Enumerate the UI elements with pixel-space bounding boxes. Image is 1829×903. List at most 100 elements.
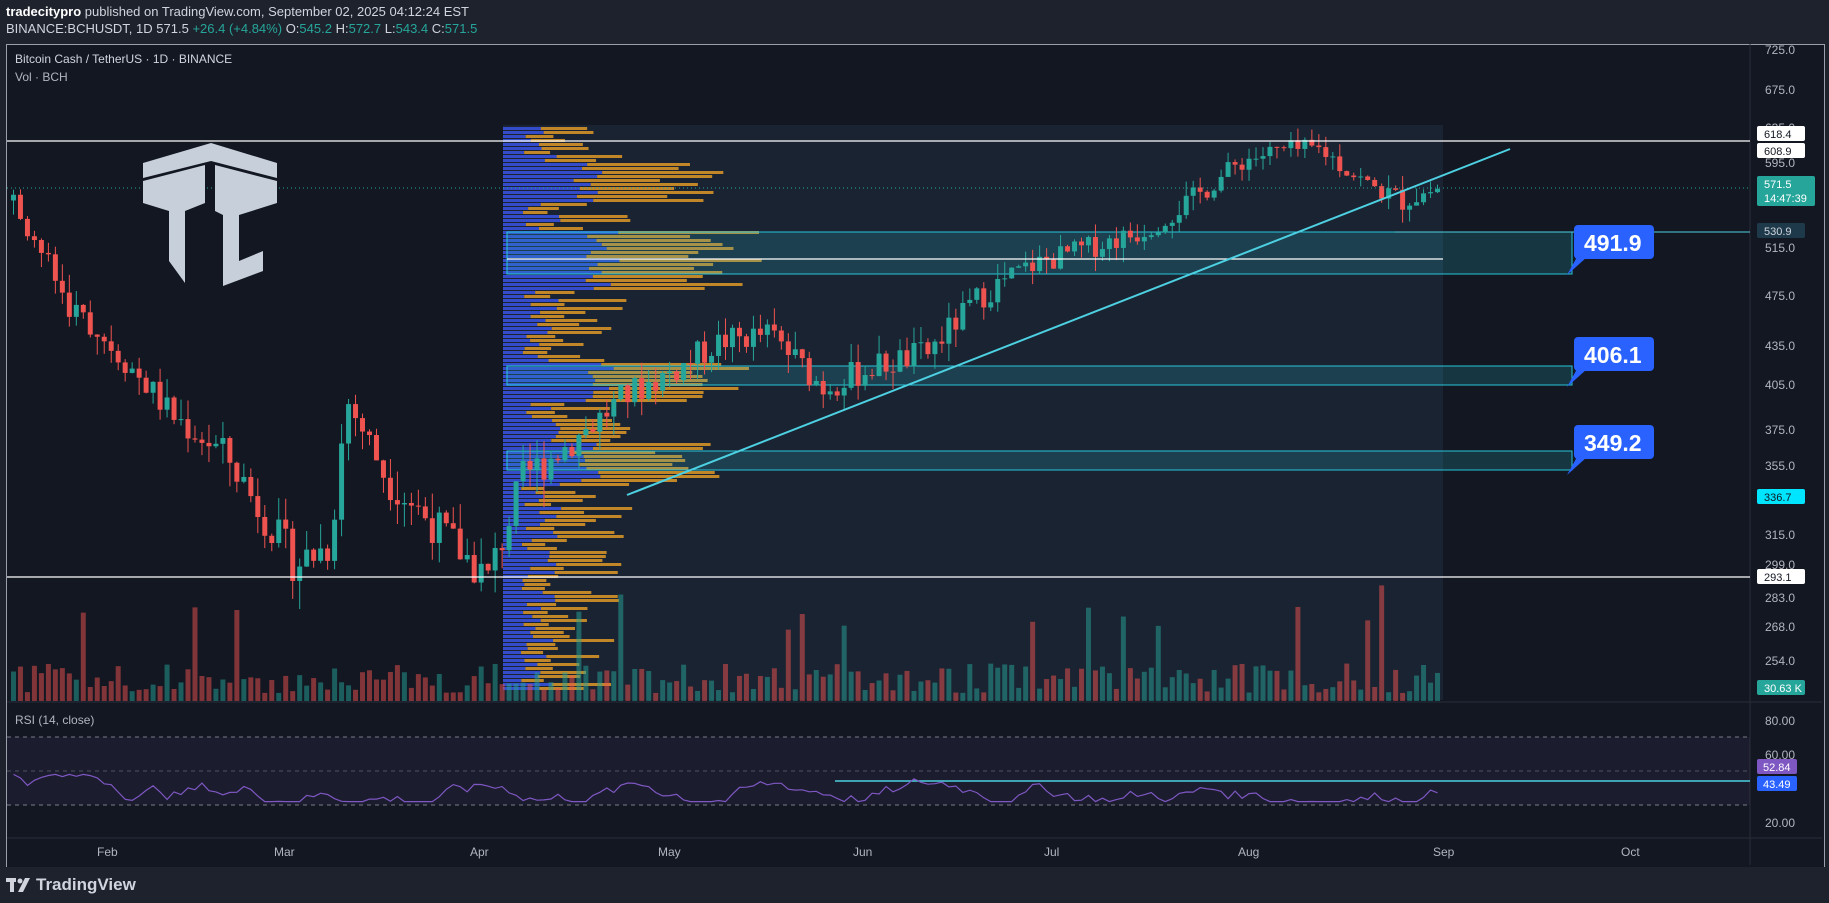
volume-bar bbox=[1044, 679, 1050, 701]
volume-bar bbox=[1302, 685, 1308, 701]
candle bbox=[862, 365, 868, 391]
volume-bar bbox=[981, 692, 987, 701]
volume-bar bbox=[695, 690, 701, 701]
price-callout[interactable]: 349.2 bbox=[1567, 425, 1654, 475]
volume-bar bbox=[918, 681, 924, 701]
author-name[interactable]: tradecitypro bbox=[6, 4, 82, 19]
candle bbox=[1365, 175, 1371, 181]
candle bbox=[1176, 200, 1182, 232]
volume-bar bbox=[541, 689, 547, 701]
volume-profile bbox=[503, 127, 762, 690]
volume-bar bbox=[527, 684, 533, 701]
volume-bar bbox=[499, 684, 505, 701]
volume-bar bbox=[897, 674, 903, 701]
volume-bar bbox=[806, 674, 812, 701]
candle bbox=[681, 362, 687, 385]
candle bbox=[248, 468, 254, 503]
candle bbox=[150, 381, 156, 404]
candle bbox=[541, 441, 547, 508]
candle bbox=[876, 335, 882, 377]
volume-bar bbox=[1169, 677, 1175, 701]
volume-bar bbox=[185, 669, 191, 701]
rsi-line bbox=[13, 773, 1438, 803]
candle bbox=[771, 308, 777, 338]
candle bbox=[1225, 152, 1231, 177]
ascending-trendline[interactable] bbox=[626, 148, 1511, 496]
candle bbox=[1295, 128, 1301, 157]
price-tick-label: 435.0 bbox=[1765, 339, 1795, 353]
candle bbox=[646, 370, 652, 401]
price-tick-label: 375.0 bbox=[1765, 423, 1795, 437]
candle bbox=[373, 428, 379, 461]
volume-bar bbox=[925, 680, 931, 701]
volume-bar bbox=[729, 692, 735, 701]
volume-bar bbox=[1421, 665, 1427, 701]
volume-bar bbox=[1351, 680, 1357, 701]
volume-bar bbox=[136, 689, 142, 701]
candle bbox=[1267, 141, 1273, 166]
callout-label: 349.2 bbox=[1584, 430, 1642, 456]
support-zone[interactable] bbox=[506, 365, 1573, 386]
price-tag: 336.7 bbox=[1757, 489, 1805, 504]
candle bbox=[346, 399, 352, 461]
volume-bar bbox=[429, 685, 435, 701]
volume-bar bbox=[367, 670, 372, 701]
candle bbox=[799, 348, 805, 368]
volume-bar bbox=[1274, 670, 1280, 701]
rsi-legend[interactable]: RSI (14, close) bbox=[15, 713, 95, 727]
candle bbox=[394, 471, 400, 525]
volume-bar bbox=[660, 680, 666, 701]
candle bbox=[757, 314, 763, 343]
volume-bar bbox=[73, 679, 79, 701]
support-zone[interactable] bbox=[506, 450, 1573, 471]
volume-bar bbox=[932, 682, 938, 701]
price-callout[interactable]: 491.9 bbox=[1567, 225, 1654, 275]
volume-bar bbox=[555, 687, 561, 701]
candle bbox=[1072, 239, 1078, 257]
candle bbox=[583, 416, 589, 439]
candle bbox=[311, 548, 317, 568]
candle bbox=[1079, 237, 1084, 258]
candle bbox=[1134, 224, 1140, 245]
candle bbox=[667, 361, 673, 387]
volume-bar bbox=[1372, 686, 1378, 701]
price-callout[interactable]: 406.1 bbox=[1567, 337, 1654, 387]
volume-legend[interactable]: Vol · BCH bbox=[15, 70, 68, 84]
candle bbox=[1037, 245, 1043, 275]
volume-bar bbox=[1058, 679, 1064, 701]
candle bbox=[1065, 244, 1071, 253]
symbol-legend[interactable]: Bitcoin Cash / TetherUS · 1D · BINANCE bbox=[15, 52, 233, 66]
price-tick-label: 355.0 bbox=[1765, 459, 1795, 473]
candle bbox=[87, 300, 93, 338]
candle bbox=[939, 326, 945, 353]
volume-bar bbox=[1267, 670, 1273, 701]
volume-bar bbox=[1155, 625, 1161, 701]
volume-bar bbox=[988, 663, 994, 701]
volume-bar bbox=[953, 692, 959, 701]
tradingview-logo[interactable]: TradingView bbox=[6, 875, 136, 895]
price-tag-label: 571.5 bbox=[1764, 179, 1792, 191]
candle bbox=[988, 290, 994, 312]
volume-bar bbox=[681, 664, 687, 701]
candle bbox=[283, 498, 289, 549]
publish-header: tradecitypro published on TradingView.co… bbox=[0, 0, 1829, 42]
candle bbox=[38, 238, 44, 268]
candle bbox=[660, 370, 666, 398]
candle bbox=[478, 538, 484, 592]
price-tick-label: 675.0 bbox=[1765, 83, 1795, 97]
candle bbox=[1274, 146, 1280, 159]
candle bbox=[367, 429, 372, 446]
candle bbox=[199, 432, 205, 456]
last-price: 571.5 bbox=[156, 21, 189, 36]
candle bbox=[1148, 231, 1154, 240]
volume-bar bbox=[785, 629, 791, 701]
volume-bar bbox=[534, 672, 540, 701]
price-tick-label: 725.0 bbox=[1765, 43, 1795, 57]
volume-bar bbox=[513, 683, 519, 701]
published-text: published on TradingView.com, September … bbox=[81, 4, 469, 19]
volume-bar bbox=[464, 685, 470, 701]
volume-bar bbox=[11, 671, 16, 701]
volume-bar bbox=[422, 677, 428, 701]
price-tick-label: 475.0 bbox=[1765, 289, 1795, 303]
